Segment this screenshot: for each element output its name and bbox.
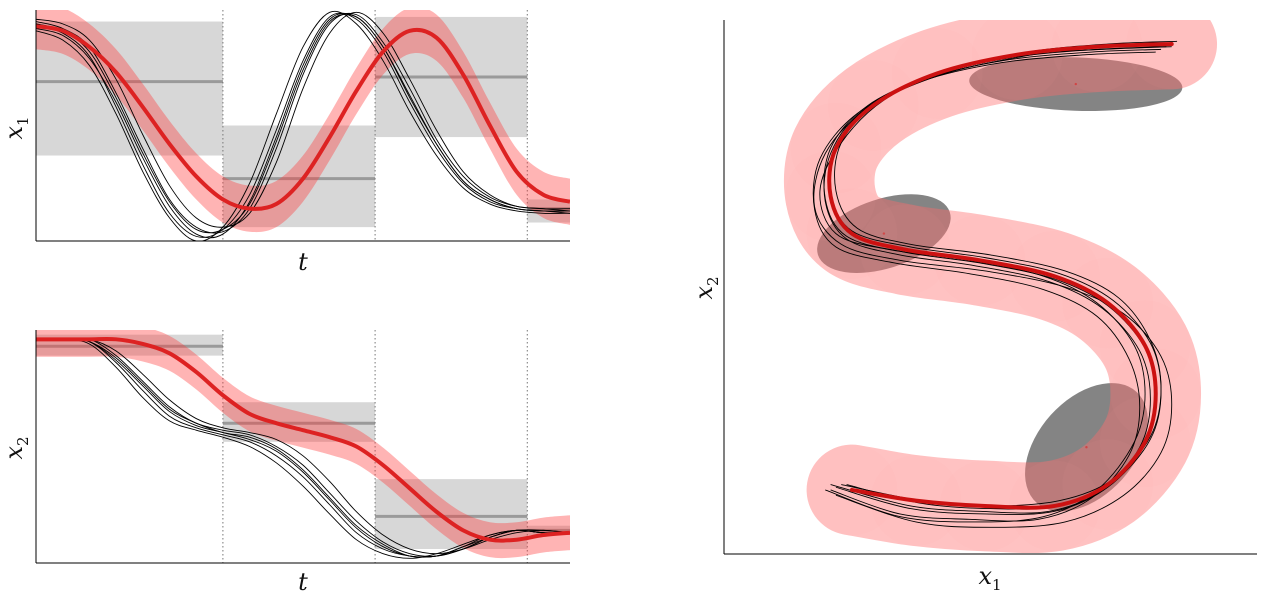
demonstration-3 [36,11,570,228]
x2-vs-t-panel: t x2 [0,330,570,596]
demonstration-2 [36,10,570,241]
segment-boundaries [222,10,528,241]
mean-trajectory-line [827,42,1174,510]
x-axis-label: x1 [978,562,1001,594]
confidence-circle-1 [1051,20,1143,92]
demonstration-3 [36,338,570,555]
x-axis-label: t [298,568,308,596]
axes [35,330,570,564]
y-axis-label: x2 [0,436,32,459]
segment-boundaries [222,330,528,563]
demonstration-trajectories [36,10,570,241]
confidence-band [36,10,570,233]
confidence-tube [783,20,1218,554]
demonstration-1 [36,12,570,234]
demonstration-5 [36,13,570,234]
confidence-band [36,330,570,559]
gaussian-center-2 [1085,446,1088,449]
axes [723,20,1257,555]
mean-trajectory [36,24,570,211]
gaussian-center-1 [882,232,886,235]
mean-trajectory-line [36,24,570,211]
demonstration-0 [36,12,570,238]
confidence-circle-0 [1126,20,1218,90]
demonstration-5 [36,338,570,558]
y-axis-label: x2 [690,276,722,299]
y-axis-label: x1 [0,116,32,139]
x-axis-label: t [298,248,308,276]
x1-vs-t-panel: t x1 [0,10,570,276]
x2-vs-x1-panel: x1 x2 [690,20,1257,594]
confidence-band-area [36,330,570,559]
segment-box-2 [375,479,528,550]
mean-trajectory [36,336,570,543]
confidence-band-area [36,10,570,233]
gaussian-center-0 [1074,82,1077,86]
mean-trajectory-line [36,336,570,543]
mean-trajectory [827,42,1174,510]
axes [35,10,570,242]
confidence-circle-2 [971,20,1063,101]
demonstration-4 [812,51,1156,522]
